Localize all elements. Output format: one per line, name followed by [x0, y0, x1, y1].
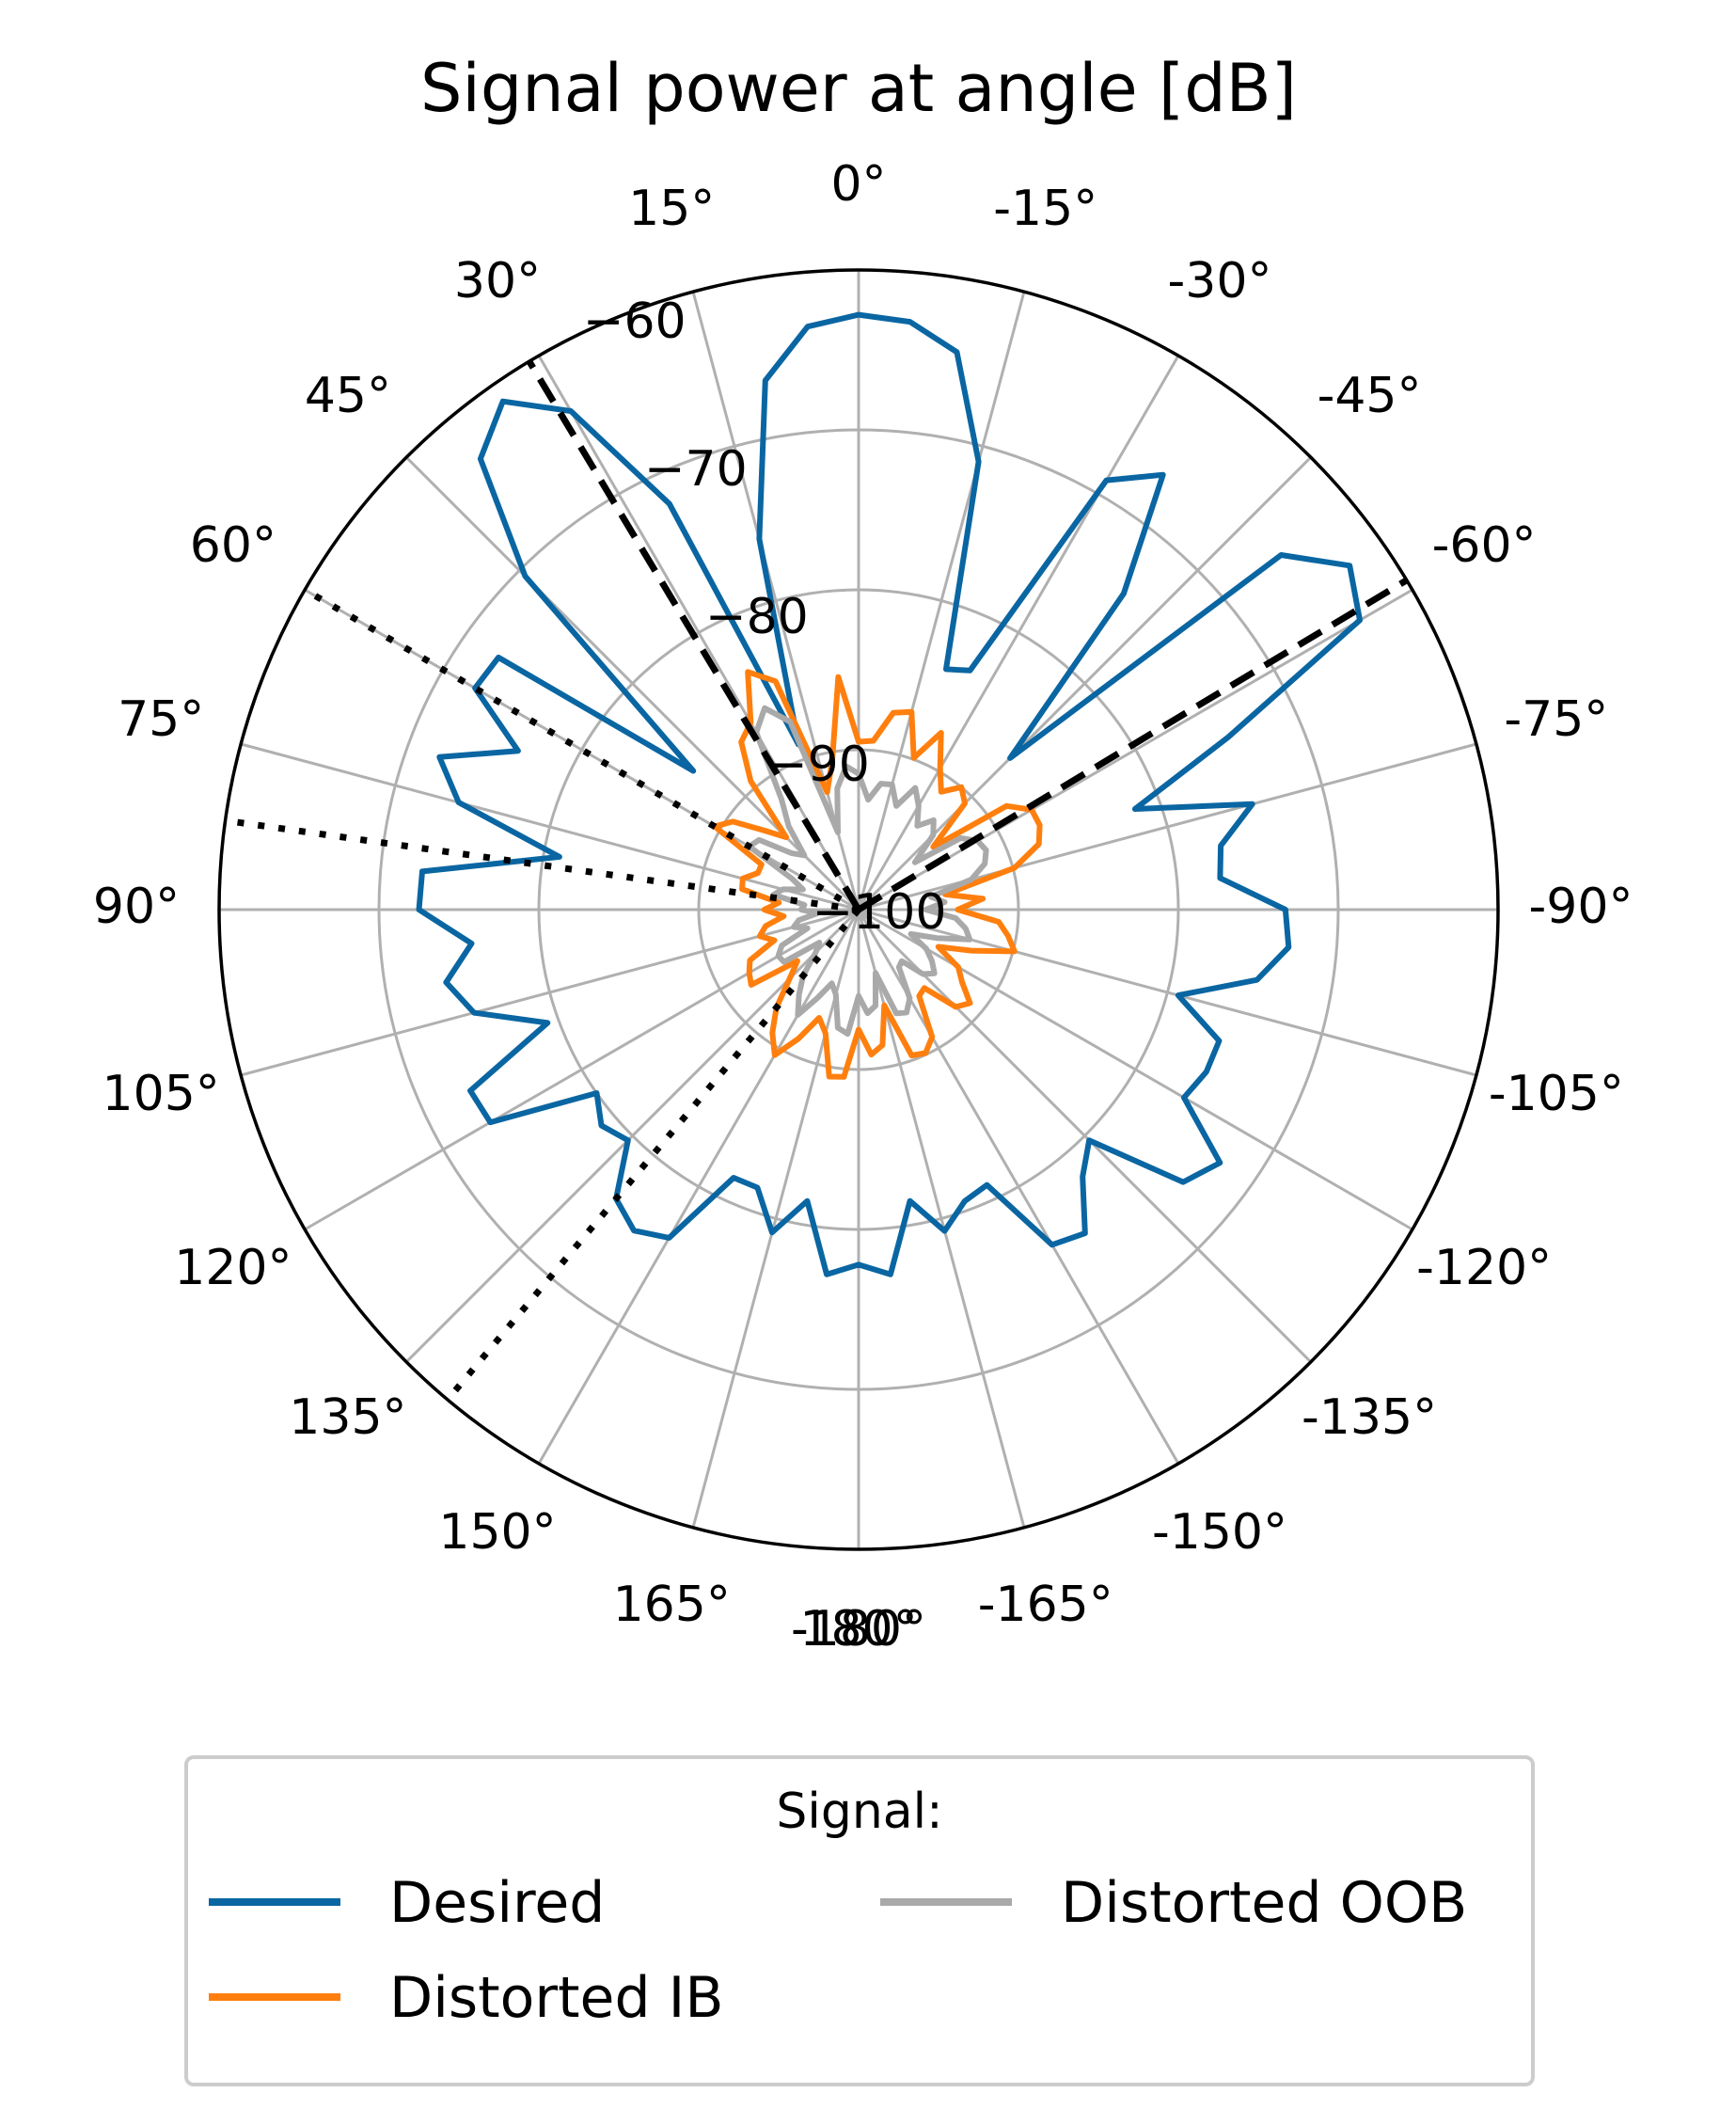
grid-spoke-150	[537, 909, 860, 1465]
angle-tick-label-105: 105°	[103, 1066, 220, 1122]
angle-tick-label-75-neg: -75°	[1504, 691, 1608, 748]
reference-line-dashed-59	[857, 577, 1409, 913]
series-line-desired	[416, 311, 1363, 1277]
grid-spoke-330	[857, 355, 1180, 911]
grid-spoke-105	[240, 908, 860, 1077]
angle-tick-label-90: 90°	[93, 879, 180, 935]
reference-line-dashed-31	[526, 359, 862, 912]
radial-tick-label-4: −100	[813, 884, 947, 941]
radial-tick-label-2: −80	[705, 589, 809, 645]
legend-frame	[184, 1755, 1535, 2086]
polar-outer-frame	[217, 268, 1500, 1551]
angle-tick-label-75: 75°	[118, 691, 204, 748]
angle-tick-labels: 0° 15° 30° 45° 60° 75° 90° 105° 120° 135° 150° 165°…	[93, 156, 1633, 1657]
radial-tick-label-3: −90	[766, 737, 870, 793]
angle-tick-label-120: 120°	[174, 1240, 292, 1296]
polar-grid	[217, 268, 1500, 1551]
radial-tick-label-0: −60	[583, 293, 687, 350]
grid-spoke-195	[857, 909, 1026, 1529]
angle-tick-label-105-neg: -105°	[1489, 1066, 1624, 1122]
chart-title: Signal power at angle [dB]	[420, 50, 1297, 127]
radial-tick-labels: −60 −70 −80 −90 −100	[583, 293, 947, 941]
legend: Signal: Desired Distorted IB Distorted O…	[184, 1755, 1535, 2086]
reference-line-dotted-82	[225, 817, 860, 913]
grid-spoke-345	[857, 291, 1026, 911]
angle-tick-label-180-neg: -180°	[791, 1601, 926, 1657]
angle-tick-label-180: 180°	[799, 1601, 917, 1657]
series-line-distorted-ib	[711, 669, 1043, 1080]
angle-tick-label-60: 60°	[190, 517, 276, 574]
grid-spoke-120	[304, 908, 860, 1231]
grid-spoke-165	[691, 909, 860, 1529]
angle-tick-label-120-neg: -120°	[1416, 1240, 1552, 1296]
angle-tick-label-90-neg: -90°	[1529, 879, 1633, 935]
angle-tick-label-135-neg: -135°	[1302, 1389, 1437, 1446]
grid-spoke-135	[405, 908, 860, 1363]
grid-spoke-240	[858, 908, 1413, 1231]
radial-tick-label-1: −70	[644, 441, 748, 498]
angle-tick-label-30-neg: -30°	[1168, 253, 1272, 309]
grid-spoke-15	[691, 291, 860, 911]
angle-tick-label-0: 0°	[830, 156, 886, 213]
grid-spoke-255	[858, 908, 1477, 1077]
grid-spoke-210	[857, 909, 1180, 1465]
reference-line-dotted-60	[303, 586, 860, 913]
legend-label-desired: Desired	[389, 1870, 605, 1936]
grid-spoke-225	[857, 908, 1312, 1363]
angle-tick-label-150-neg: -150°	[1152, 1504, 1287, 1561]
angle-tick-label-135: 135°	[289, 1389, 406, 1446]
grid-spoke-300	[858, 588, 1413, 912]
grid-spoke-30	[537, 355, 860, 911]
angle-tick-label-15: 15°	[628, 181, 715, 237]
legend-title: Signal:	[776, 1784, 942, 1840]
angle-tick-label-15-neg: -15°	[993, 181, 1097, 237]
angle-tick-label-165-neg: -165°	[978, 1577, 1113, 1633]
angle-tick-label-45: 45°	[305, 368, 391, 424]
grid-spoke-75	[240, 742, 860, 912]
angle-tick-label-150: 150°	[438, 1504, 556, 1561]
angle-tick-label-165: 165°	[613, 1577, 731, 1633]
reference-lines	[225, 359, 1409, 1403]
legend-label-distorted-oob: Distorted OOB	[1061, 1870, 1467, 1936]
grid-spoke-45	[405, 456, 860, 912]
angle-tick-label-60-neg: -60°	[1432, 517, 1537, 574]
angle-tick-label-45-neg: -45°	[1318, 368, 1422, 424]
angle-tick-label-30: 30°	[454, 253, 541, 309]
legend-label-distorted-ib: Distorted IB	[389, 1965, 724, 2031]
reference-line-dotted-140	[445, 907, 861, 1403]
